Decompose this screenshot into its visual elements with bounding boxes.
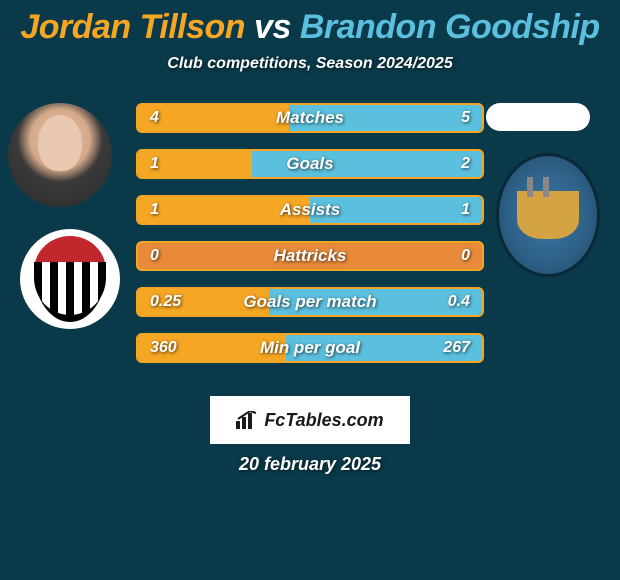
stat-label: Assists — [138, 197, 482, 223]
player2-photo — [486, 103, 590, 131]
stat-label: Hattricks — [138, 243, 482, 269]
stat-value-player2: 267 — [443, 335, 470, 361]
stat-row: Min per goal360 267 — [136, 333, 484, 363]
stat-label: Min per goal — [138, 335, 482, 361]
stat-value-player1: 0 — [150, 243, 159, 269]
stat-row: Assists1 1 — [136, 195, 484, 225]
stat-row: Goals per match0.25 0.4 — [136, 287, 484, 317]
stat-value-player1: 1 — [150, 151, 159, 177]
stat-label: Goals per match — [138, 289, 482, 315]
player2-club-badge — [496, 153, 600, 277]
stat-value-player2: 5 — [461, 105, 470, 131]
source-logo: FcTables.com — [210, 396, 410, 444]
stat-value-player1: 4 — [150, 105, 159, 131]
stat-value-player1: 0.25 — [150, 289, 181, 315]
stat-row: Matches4 5 — [136, 103, 484, 133]
stat-label: Goals — [138, 151, 482, 177]
stat-row: Hattricks0 0 — [136, 241, 484, 271]
club-badge-ship-icon — [517, 191, 579, 239]
page-title: Jordan Tillson vs Brandon Goodship — [0, 0, 620, 47]
footer-date: 20 february 2025 — [0, 454, 620, 475]
source-logo-text: FcTables.com — [264, 410, 383, 431]
stats-table: Matches45Goals12Assists11Hattricks00Goal… — [136, 103, 484, 379]
club-badge-shield-icon — [34, 236, 106, 322]
stat-value-player2: 0.4 — [448, 289, 470, 315]
stat-row: Goals1 2 — [136, 149, 484, 179]
stat-value-player2: 2 — [461, 151, 470, 177]
chart-icon — [236, 411, 258, 429]
stat-value-player1: 360 — [150, 335, 177, 361]
stat-value-player2: 0 — [461, 243, 470, 269]
player1-name: Jordan Tillson — [20, 8, 245, 46]
subtitle: Club competitions, Season 2024/2025 — [0, 55, 620, 73]
stat-value-player2: 1 — [461, 197, 470, 223]
player1-club-badge — [20, 229, 120, 329]
player2-name: Brandon Goodship — [300, 8, 600, 46]
stat-value-player1: 1 — [150, 197, 159, 223]
stat-label: Matches — [138, 105, 482, 131]
player1-photo — [8, 103, 112, 207]
vs-text: vs — [254, 8, 291, 46]
